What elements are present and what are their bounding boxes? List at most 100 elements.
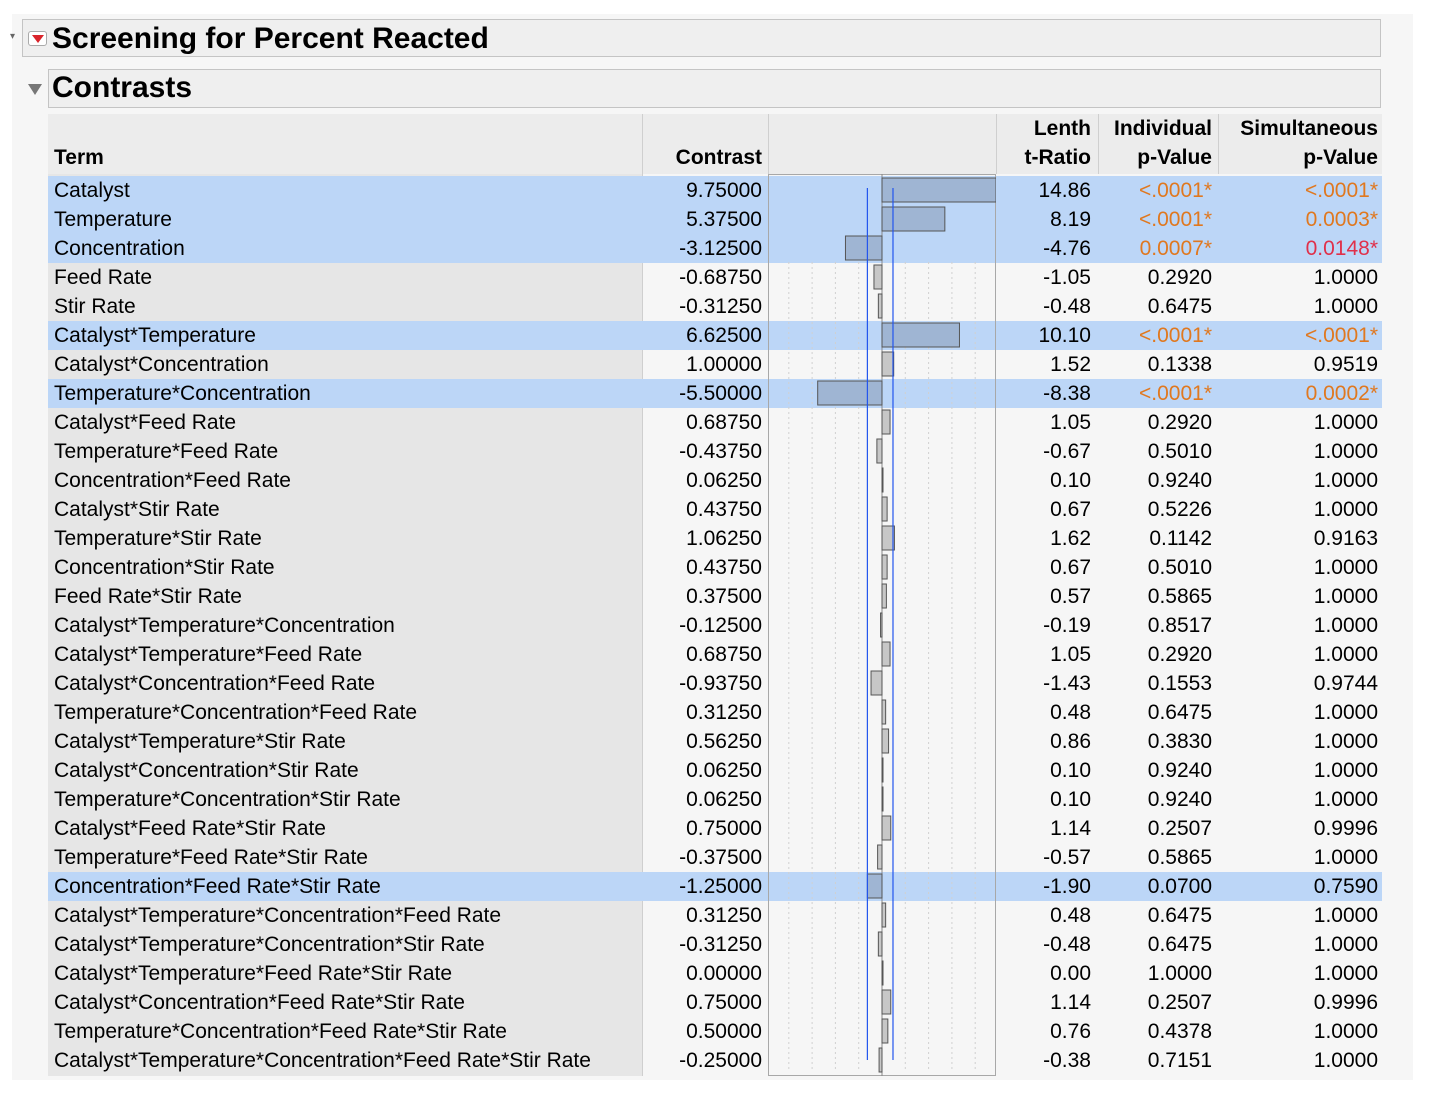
simultaneous-p-value-cell[interactable]: 1.0000 <box>1313 933 1378 956</box>
simultaneous-p-value-cell[interactable]: 1.0000 <box>1313 1049 1378 1072</box>
individual-p-value-cell[interactable]: 0.1338 <box>1147 353 1212 376</box>
contrast-cell[interactable]: 0.31250 <box>686 701 762 724</box>
term-cell[interactable]: Catalyst*Temperature*Concentration*Feed … <box>54 1049 591 1072</box>
term-cell[interactable]: Catalyst <box>54 179 130 202</box>
simultaneous-p-value-cell[interactable]: 1.0000 <box>1313 846 1378 869</box>
simultaneous-p-value-cell[interactable]: 0.7590 <box>1313 875 1378 898</box>
simultaneous-p-value-cell[interactable]: 0.0002* <box>1305 382 1378 405</box>
simultaneous-p-value-cell[interactable]: 1.0000 <box>1313 440 1378 463</box>
individual-p-value-cell[interactable]: 0.0700 <box>1147 875 1212 898</box>
lenth-t-ratio-cell[interactable]: 0.48 <box>1050 904 1091 927</box>
lenth-t-ratio-cell[interactable]: 0.10 <box>1050 469 1091 492</box>
lenth-t-ratio-cell[interactable]: -0.57 <box>1043 846 1091 869</box>
simultaneous-p-value-cell[interactable]: 1.0000 <box>1313 469 1378 492</box>
contrast-cell[interactable]: 0.00000 <box>686 962 762 985</box>
individual-p-value-cell[interactable]: <.0001* <box>1139 179 1212 202</box>
disclosure-triangle-icon[interactable] <box>28 82 42 100</box>
term-cell[interactable]: Temperature <box>54 208 172 231</box>
contrast-cell[interactable]: 0.68750 <box>686 643 762 666</box>
lenth-t-ratio-cell[interactable]: 1.62 <box>1050 527 1091 550</box>
term-cell[interactable]: Temperature*Feed Rate <box>54 440 279 463</box>
simultaneous-p-value-cell[interactable]: 0.9744 <box>1313 672 1378 695</box>
contrast-cell[interactable]: -0.31250 <box>679 933 762 956</box>
lenth-t-ratio-cell[interactable]: -0.38 <box>1043 1049 1091 1072</box>
individual-p-value-cell[interactable]: 0.0007* <box>1139 237 1212 260</box>
individual-p-value-cell[interactable]: <.0001* <box>1139 324 1212 347</box>
simultaneous-p-value-cell[interactable]: 0.0148* <box>1305 237 1378 260</box>
contrast-cell[interactable]: -1.25000 <box>679 875 762 898</box>
contrast-cell[interactable]: -0.31250 <box>679 295 762 318</box>
col-header-term[interactable]: Term <box>54 146 104 169</box>
contrast-cell[interactable]: 0.43750 <box>686 498 762 521</box>
individual-p-value-cell[interactable]: 0.5010 <box>1147 440 1212 463</box>
col-header-simultaneous-line2[interactable]: p-Value <box>1303 146 1378 169</box>
term-cell[interactable]: Feed Rate <box>54 266 153 289</box>
contrast-cell[interactable]: 0.75000 <box>686 817 762 840</box>
term-cell[interactable]: Catalyst*Feed Rate <box>54 411 237 434</box>
lenth-t-ratio-cell[interactable]: -0.48 <box>1043 295 1091 318</box>
individual-p-value-cell[interactable]: 0.2920 <box>1147 411 1212 434</box>
contrast-cell[interactable]: 0.06250 <box>686 469 762 492</box>
col-header-lenth-line1[interactable]: Lenth <box>1033 117 1091 140</box>
contrast-cell[interactable]: -0.12500 <box>679 614 762 637</box>
simultaneous-p-value-cell[interactable]: <.0001* <box>1305 179 1378 202</box>
lenth-t-ratio-cell[interactable]: 0.86 <box>1050 730 1091 753</box>
individual-p-value-cell[interactable]: 0.2920 <box>1147 266 1212 289</box>
term-cell[interactable]: Catalyst*Temperature*Concentration <box>54 614 395 637</box>
lenth-t-ratio-cell[interactable]: 14.86 <box>1038 179 1091 202</box>
term-cell[interactable]: Catalyst*Concentration*Stir Rate <box>54 759 359 782</box>
lenth-t-ratio-cell[interactable]: 0.48 <box>1050 701 1091 724</box>
contrast-cell[interactable]: -5.50000 <box>679 382 762 405</box>
col-header-individual-line1[interactable]: Individual <box>1113 117 1212 140</box>
simultaneous-p-value-cell[interactable]: 0.0003* <box>1305 208 1378 231</box>
simultaneous-p-value-cell[interactable]: 0.9996 <box>1313 817 1378 840</box>
lenth-t-ratio-cell[interactable]: 1.14 <box>1050 817 1091 840</box>
col-header-lenth-line2[interactable]: t-Ratio <box>1024 146 1092 169</box>
simultaneous-p-value-cell[interactable]: 1.0000 <box>1313 962 1378 985</box>
col-header-individual-line2[interactable]: p-Value <box>1137 146 1212 169</box>
lenth-t-ratio-cell[interactable]: 1.05 <box>1050 411 1091 434</box>
individual-p-value-cell[interactable]: 0.8517 <box>1147 614 1212 637</box>
term-cell[interactable]: Temperature*Concentration*Feed Rate*Stir… <box>54 1020 507 1043</box>
simultaneous-p-value-cell[interactable]: 1.0000 <box>1313 614 1378 637</box>
term-cell[interactable]: Catalyst*Feed Rate*Stir Rate <box>54 817 326 840</box>
contrast-cell[interactable]: 0.31250 <box>686 904 762 927</box>
term-cell[interactable]: Catalyst*Temperature*Feed Rate*Stir Rate <box>54 962 453 985</box>
lenth-t-ratio-cell[interactable]: -0.67 <box>1043 440 1091 463</box>
contrast-cell[interactable]: -0.25000 <box>679 1049 762 1072</box>
individual-p-value-cell[interactable]: 0.1142 <box>1149 527 1212 550</box>
contrast-cell[interactable]: 0.50000 <box>686 1020 762 1043</box>
lenth-t-ratio-cell[interactable]: -1.05 <box>1043 266 1091 289</box>
simultaneous-p-value-cell[interactable]: 0.9519 <box>1313 353 1378 376</box>
individual-p-value-cell[interactable]: 0.2920 <box>1147 643 1212 666</box>
term-cell[interactable]: Catalyst*Temperature*Stir Rate <box>54 730 346 753</box>
simultaneous-p-value-cell[interactable]: 1.0000 <box>1313 701 1378 724</box>
contrast-cell[interactable]: -0.68750 <box>679 266 762 289</box>
simultaneous-p-value-cell[interactable]: 1.0000 <box>1313 556 1378 579</box>
individual-p-value-cell[interactable]: 0.3830 <box>1147 730 1212 753</box>
individual-p-value-cell[interactable]: 1.0000 <box>1147 962 1212 985</box>
term-cell[interactable]: Catalyst*Temperature*Concentration*Stir … <box>54 933 485 956</box>
individual-p-value-cell[interactable]: 0.6475 <box>1147 295 1212 318</box>
contrast-cell[interactable]: 0.06250 <box>686 759 762 782</box>
individual-p-value-cell[interactable]: 0.5010 <box>1147 556 1212 579</box>
col-header-contrast[interactable]: Contrast <box>675 146 762 169</box>
contrast-cell[interactable]: -0.93750 <box>679 672 762 695</box>
simultaneous-p-value-cell[interactable]: 1.0000 <box>1313 295 1378 318</box>
contrast-cell[interactable]: 5.37500 <box>686 208 762 231</box>
individual-p-value-cell[interactable]: <.0001* <box>1139 208 1212 231</box>
term-cell[interactable]: Temperature*Concentration*Stir Rate <box>54 788 401 811</box>
individual-p-value-cell[interactable]: 0.6475 <box>1147 904 1212 927</box>
simultaneous-p-value-cell[interactable]: 1.0000 <box>1313 411 1378 434</box>
contrast-cell[interactable]: 0.68750 <box>686 411 762 434</box>
individual-p-value-cell[interactable]: 0.1553 <box>1147 672 1212 695</box>
lenth-t-ratio-cell[interactable]: 0.57 <box>1050 585 1091 608</box>
term-cell[interactable]: Catalyst*Temperature*Feed Rate <box>54 643 363 666</box>
lenth-t-ratio-cell[interactable]: -4.76 <box>1043 237 1091 260</box>
red-triangle-menu-icon[interactable] <box>28 31 47 46</box>
lenth-t-ratio-cell[interactable]: 0.10 <box>1050 788 1091 811</box>
individual-p-value-cell[interactable]: 0.6475 <box>1147 933 1212 956</box>
simultaneous-p-value-cell[interactable]: 1.0000 <box>1313 643 1378 666</box>
contrast-cell[interactable]: 0.56250 <box>686 730 762 753</box>
individual-p-value-cell[interactable]: 0.6475 <box>1147 701 1212 724</box>
